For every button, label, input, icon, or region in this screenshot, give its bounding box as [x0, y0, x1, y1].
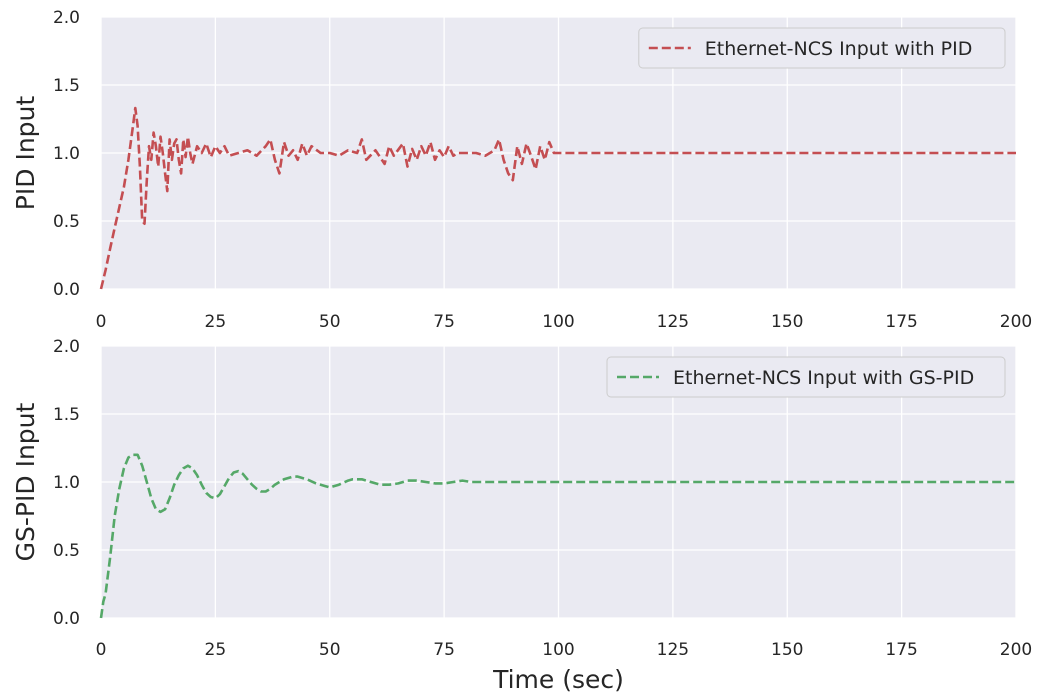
x-tick-label: 0 [96, 640, 107, 660]
y-tick-label: 0.5 [53, 212, 80, 232]
x-tick-label: 175 [885, 640, 917, 660]
x-tick-label: 0 [96, 312, 107, 332]
y-tick-label: 2.0 [53, 8, 80, 28]
x-tick-label: 125 [657, 312, 689, 332]
x-tick-label: 25 [205, 640, 227, 660]
y-axis-label: GS-PID Input [11, 402, 40, 561]
legend-label: Ethernet-NCS Input with PID [705, 38, 973, 60]
legend [638, 27, 1006, 69]
y-tick-label: 1.5 [53, 405, 80, 425]
x-tick-label: 125 [657, 640, 689, 660]
y-tick-label: 0.5 [53, 541, 80, 561]
y-axis-label: PID Input [11, 96, 40, 211]
x-tick-label: 175 [885, 312, 917, 332]
legend-label: Ethernet-NCS Input with GS-PID [673, 367, 974, 389]
x-tick-label: 200 [1000, 640, 1032, 660]
legend [606, 356, 1006, 398]
y-tick-label: 1.0 [53, 144, 80, 164]
y-tick-label: 2.0 [53, 337, 80, 357]
x-tick-label: 75 [433, 640, 455, 660]
series-line-1-1 [99, 106, 1016, 290]
x-tick-label: 50 [319, 312, 341, 332]
y-tick-label: 1.0 [53, 473, 80, 493]
x-tick-label: 25 [205, 312, 227, 332]
x-tick-label: 100 [542, 312, 574, 332]
y-tick-label: 0.0 [53, 280, 80, 300]
x-tick-label: 75 [433, 312, 455, 332]
x-tick-label: 50 [319, 640, 341, 660]
x-tick-label: 200 [1000, 312, 1032, 332]
x-tick-label: 150 [771, 640, 803, 660]
x-tick-label: 150 [771, 312, 803, 332]
y-tick-label: 0.0 [53, 609, 80, 629]
x-axis-label: Time (sec) [492, 665, 624, 694]
y-tick-label: 1.5 [53, 76, 80, 96]
series-line-2-1 [99, 453, 1016, 619]
x-tick-label: 100 [542, 640, 574, 660]
